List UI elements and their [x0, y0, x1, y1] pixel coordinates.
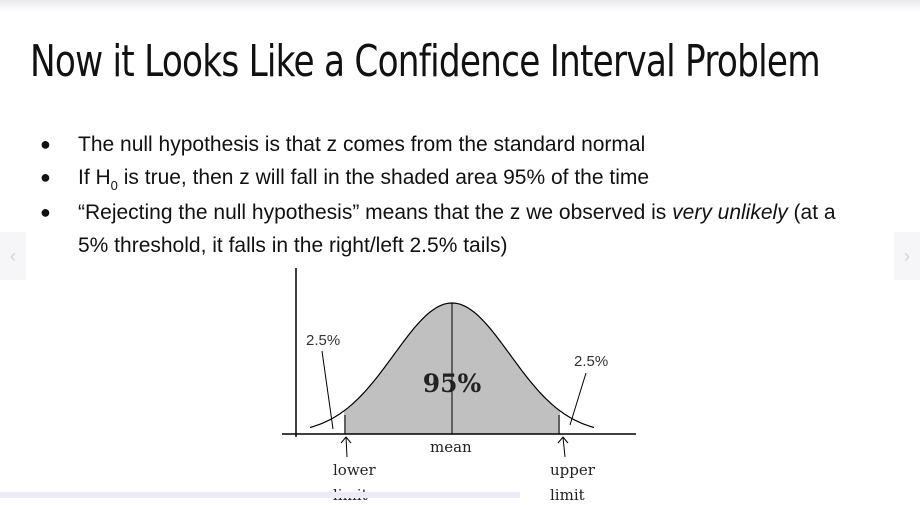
right-tail-pointer: [569, 372, 587, 426]
bullet-subscript: 0: [110, 178, 118, 193]
slide-title: Now it Looks Like a Confidence Interval …: [30, 36, 821, 87]
chevron-left-icon: ‹: [10, 245, 16, 266]
prev-slide-button[interactable]: ‹: [0, 232, 26, 280]
upper-limit-arrow-icon: [557, 436, 569, 458]
left-tail-pointer: [321, 350, 334, 430]
bullet-text-pre: If H: [78, 166, 111, 189]
right-tail-label: 2.5%: [574, 353, 608, 370]
bullet-dot-icon: ●: [40, 202, 51, 222]
next-slide-button[interactable]: ›: [894, 232, 920, 280]
bullet-item: ● “Rejecting the null hypothesis” means …: [38, 196, 858, 262]
bullet-list: ● The null hypothesis is that z comes fr…: [38, 128, 858, 262]
upper-label: upper: [550, 461, 596, 479]
mean-label: mean: [430, 438, 472, 456]
bullet-item: ● If H0 is true, then z will fall in the…: [38, 161, 858, 196]
progress-bar: [0, 492, 520, 498]
normal-distribution-figure: 95% 2.5% 2.5% mean lower limit upper lim…: [280, 265, 640, 505]
bullet-text-post: (at a 5% threshold, it falls in the righ…: [78, 201, 836, 257]
chevron-right-icon: ›: [904, 245, 910, 266]
left-tail-label: 2.5%: [306, 332, 340, 349]
bullet-item: ● The null hypothesis is that z comes fr…: [38, 128, 858, 161]
bullet-dot-icon: ●: [40, 167, 51, 187]
upper-limit-label: limit: [550, 486, 585, 504]
bullet-dot-icon: ●: [40, 134, 51, 154]
bell-curve-diagram: 95% 2.5% 2.5% mean lower limit upper lim…: [282, 268, 636, 504]
top-strip: [0, 0, 920, 12]
lower-label: lower: [333, 461, 377, 479]
bullet-text-post: is true, then z will fall in the shaded …: [117, 166, 650, 189]
bullet-emphasis: very unlikely: [672, 201, 788, 224]
center-percent-label: 95%: [423, 369, 482, 398]
bullet-text-pre: “Rejecting the null hypothesis” means th…: [78, 201, 673, 224]
bullet-text: The null hypothesis is that z comes from…: [78, 133, 646, 156]
lower-limit-arrow-icon: [340, 436, 352, 458]
